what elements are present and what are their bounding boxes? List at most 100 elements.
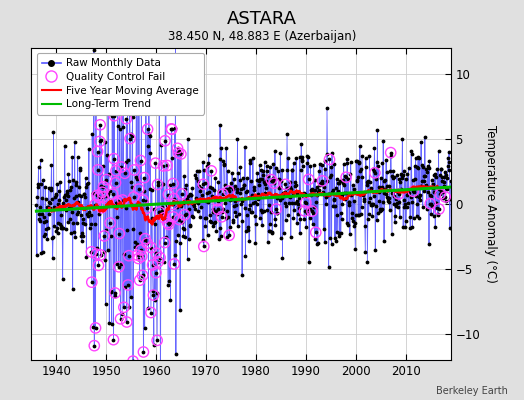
Point <box>90 342 99 349</box>
Point <box>265 202 274 208</box>
Point <box>178 200 187 206</box>
Point <box>128 132 136 139</box>
Point <box>75 166 84 173</box>
Point <box>67 230 75 237</box>
Text: 38.450 N, 48.883 E (Azerbaijan): 38.450 N, 48.883 E (Azerbaijan) <box>168 30 356 43</box>
Point <box>87 249 95 255</box>
Point <box>196 184 205 191</box>
Point <box>105 320 114 326</box>
Point <box>149 288 157 294</box>
Point <box>192 174 201 181</box>
Point <box>155 209 163 215</box>
Point <box>221 186 229 192</box>
Point <box>240 182 248 188</box>
Point <box>423 163 432 170</box>
Point <box>280 200 289 207</box>
Point <box>230 202 238 209</box>
Point <box>32 202 41 208</box>
Point <box>39 177 47 183</box>
Point <box>95 194 103 200</box>
Point <box>129 358 137 364</box>
Point <box>184 235 193 242</box>
Point <box>281 181 290 188</box>
Point <box>121 284 129 290</box>
Point <box>267 176 276 183</box>
Point <box>103 192 112 199</box>
Point <box>278 255 287 261</box>
Point <box>410 189 418 195</box>
Point <box>95 211 103 217</box>
Point <box>407 151 416 157</box>
Point <box>38 249 47 256</box>
Point <box>214 206 222 212</box>
Point <box>48 234 57 241</box>
Point <box>247 192 256 199</box>
Point <box>424 189 432 195</box>
Point <box>400 168 409 174</box>
Point <box>45 184 53 191</box>
Point <box>144 305 152 312</box>
Point <box>401 176 410 182</box>
Point <box>193 178 202 184</box>
Point <box>186 223 194 230</box>
Point <box>102 227 110 233</box>
Point <box>164 282 172 288</box>
Point <box>421 134 429 140</box>
Point <box>253 170 261 176</box>
Point <box>300 190 308 196</box>
Point <box>60 194 68 200</box>
Point <box>391 218 399 225</box>
Point <box>113 59 122 66</box>
Point <box>71 182 80 188</box>
Point <box>298 154 306 160</box>
Point <box>343 156 351 162</box>
Point <box>40 233 48 240</box>
Point <box>168 126 176 132</box>
Point <box>271 148 279 154</box>
Text: Berkeley Earth: Berkeley Earth <box>436 386 508 396</box>
Point <box>410 186 419 193</box>
Point <box>266 221 275 227</box>
Point <box>303 153 312 159</box>
Point <box>152 290 161 297</box>
Point <box>381 177 389 183</box>
Point <box>445 159 454 166</box>
Point <box>351 246 359 252</box>
Point <box>42 204 51 211</box>
Point <box>339 180 347 186</box>
Point <box>372 203 380 210</box>
Point <box>322 178 331 184</box>
Point <box>170 125 179 132</box>
Point <box>199 159 207 165</box>
Point <box>117 164 126 170</box>
Point <box>73 154 82 160</box>
Point <box>122 159 130 166</box>
Point <box>259 208 268 214</box>
Point <box>440 174 449 180</box>
Point <box>131 244 139 250</box>
Point <box>59 225 67 232</box>
Point <box>126 135 134 142</box>
Point <box>288 166 296 173</box>
Point <box>188 200 196 206</box>
Point <box>138 272 147 278</box>
Point <box>214 179 223 186</box>
Point <box>106 220 114 226</box>
Point <box>391 212 399 219</box>
Point <box>389 174 397 181</box>
Point <box>248 192 256 199</box>
Point <box>356 168 365 174</box>
Point <box>255 178 263 184</box>
Point <box>289 160 298 166</box>
Point <box>366 194 375 201</box>
Point <box>425 192 434 198</box>
Point <box>312 229 320 236</box>
Point <box>379 178 388 184</box>
Point <box>207 168 215 174</box>
Point <box>434 148 443 154</box>
Point <box>114 123 122 129</box>
Point <box>426 200 434 207</box>
Point <box>291 179 299 186</box>
Point <box>297 167 305 173</box>
Point <box>272 210 281 216</box>
